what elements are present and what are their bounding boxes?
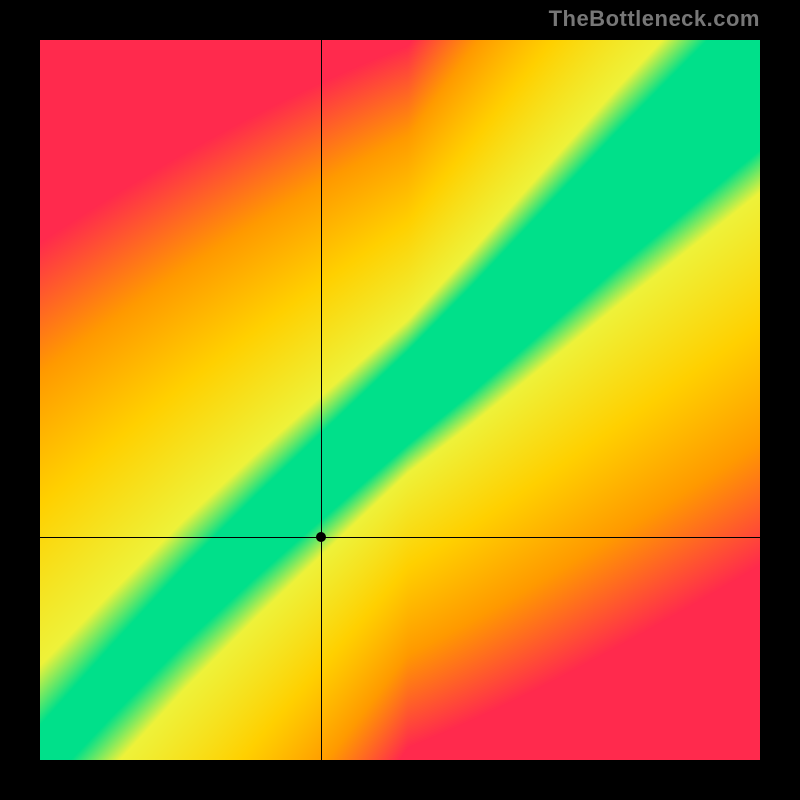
heatmap-canvas (40, 40, 760, 760)
chart-container: TheBottleneck.com (0, 0, 800, 800)
watermark-text: TheBottleneck.com (549, 6, 760, 32)
data-point-marker (316, 532, 326, 542)
crosshair-horizontal (40, 537, 760, 538)
crosshair-vertical (321, 40, 322, 760)
plot-area (40, 40, 760, 760)
